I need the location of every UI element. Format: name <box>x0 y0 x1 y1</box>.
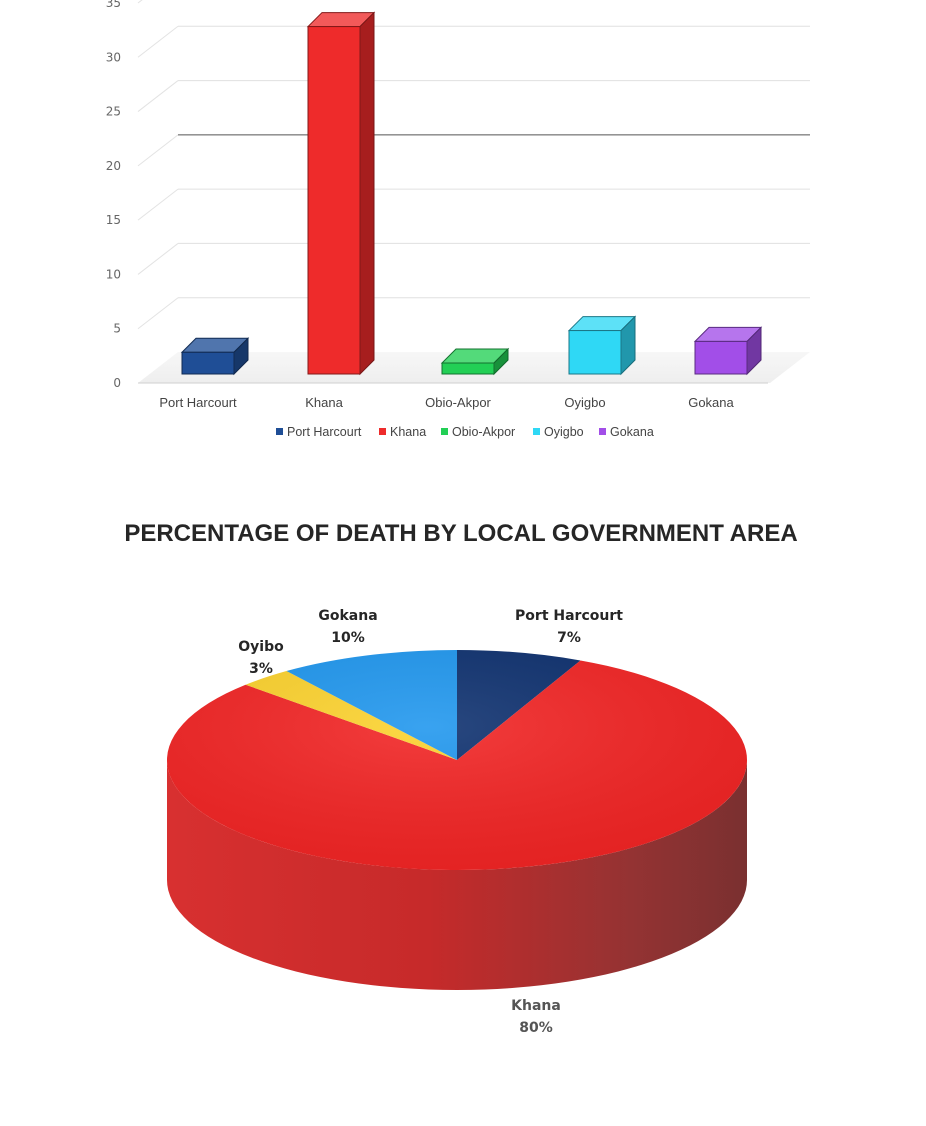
bar-y-tick-label: 15 <box>106 213 121 227</box>
pie-slice-name: Port Harcourt <box>515 608 623 624</box>
bar-gridline <box>137 0 143 4</box>
bar-gokana <box>693 326 763 376</box>
bar-legend-item: Port Harcourt <box>276 425 362 439</box>
bar-port-harcourt <box>180 337 250 376</box>
pie-slice-label: Oyibo 3% <box>238 639 284 677</box>
bar-obio-akpor <box>440 347 510 376</box>
bar-category-label: Obio-Akpor <box>425 395 491 410</box>
bar-y-tick-label: 25 <box>106 105 121 119</box>
legend-swatch <box>533 428 540 435</box>
pie-chart-title: PERCENTAGE OF DEATH BY LOCAL GOVERNMENT … <box>124 520 797 547</box>
pie-side-wall <box>167 760 747 990</box>
bar-oyigbo <box>567 315 637 376</box>
pie-labels: Port Harcourt 7% Khana 80% Oyibo 3% Gokana 10% <box>238 608 623 1036</box>
bar-y-tick-label: 35 <box>106 0 121 10</box>
legend-swatch <box>599 428 606 435</box>
bar-gridline <box>137 134 810 167</box>
bar-y-tick-label: 10 <box>106 267 121 281</box>
pie-slice-percent: 3% <box>249 661 273 677</box>
bar-grid <box>137 0 810 384</box>
pie-slice-name: Khana <box>511 998 561 1014</box>
legend-swatch <box>276 428 283 435</box>
bar-legend-item: Gokana <box>599 425 654 439</box>
bar-y-axis: 0 5 10 15 20 25 30 35 <box>106 0 121 390</box>
bar-x-axis: Port Harcourt Khana Obio-Akpor Oyigbo Gokana <box>159 395 734 410</box>
bar-legend: Port Harcourt Khana Obio-Akpor Oyigbo Gokana <box>276 425 654 439</box>
bar-legend-item: Obio-Akpor <box>441 425 515 439</box>
pie-slice-percent: 10% <box>331 630 365 646</box>
pie-body <box>167 650 748 990</box>
legend-label: Oyigbo <box>544 425 584 439</box>
bar-y-tick-label: 20 <box>106 159 121 173</box>
pie-slice-label: Gokana 10% <box>318 608 377 646</box>
pie-top-shading <box>167 650 747 870</box>
bar-y-tick-label: 5 <box>113 322 121 336</box>
bar-category-label: Khana <box>305 395 343 410</box>
legend-swatch <box>441 428 448 435</box>
bar-gridline <box>137 242 810 275</box>
bar-series <box>180 11 763 376</box>
legend-label: Khana <box>390 425 426 439</box>
pie-slice-label: Port Harcourt 7% <box>515 608 623 646</box>
bar-category-label: Oyigbo <box>564 395 605 410</box>
pie-slice-label: Khana 80% <box>511 998 561 1036</box>
bar-khana <box>306 11 376 376</box>
pie-slice-name: Oyibo <box>238 639 284 655</box>
legend-label: Gokana <box>610 425 654 439</box>
pie-slice-name: Gokana <box>318 608 377 624</box>
legend-label: Port Harcourt <box>287 425 362 439</box>
bar-gridline <box>137 297 810 330</box>
bar-legend-item: Khana <box>379 425 426 439</box>
legend-label: Obio-Akpor <box>452 425 515 439</box>
bar-category-label: Port Harcourt <box>159 395 237 410</box>
pie-slice-percent: 80% <box>519 1020 553 1036</box>
legend-swatch <box>379 428 386 435</box>
pie-chart: PERCENTAGE OF DEATH BY LOCAL GOVERNMENT … <box>124 520 797 1036</box>
bar-category-label: Gokana <box>688 395 734 410</box>
bar-gridline <box>137 80 810 112</box>
pie-slice-percent: 7% <box>557 630 581 646</box>
bar-y-tick-label: 0 <box>113 376 121 390</box>
bar-chart: 0 5 10 15 20 25 30 35 Port Harcourt Khana Obio-Ak… <box>106 0 810 439</box>
bar-gridline <box>137 25 810 58</box>
bar-legend-item: Oyigbo <box>533 425 584 439</box>
bar-y-tick-label: 30 <box>106 50 121 64</box>
bar-gridline <box>137 188 810 221</box>
